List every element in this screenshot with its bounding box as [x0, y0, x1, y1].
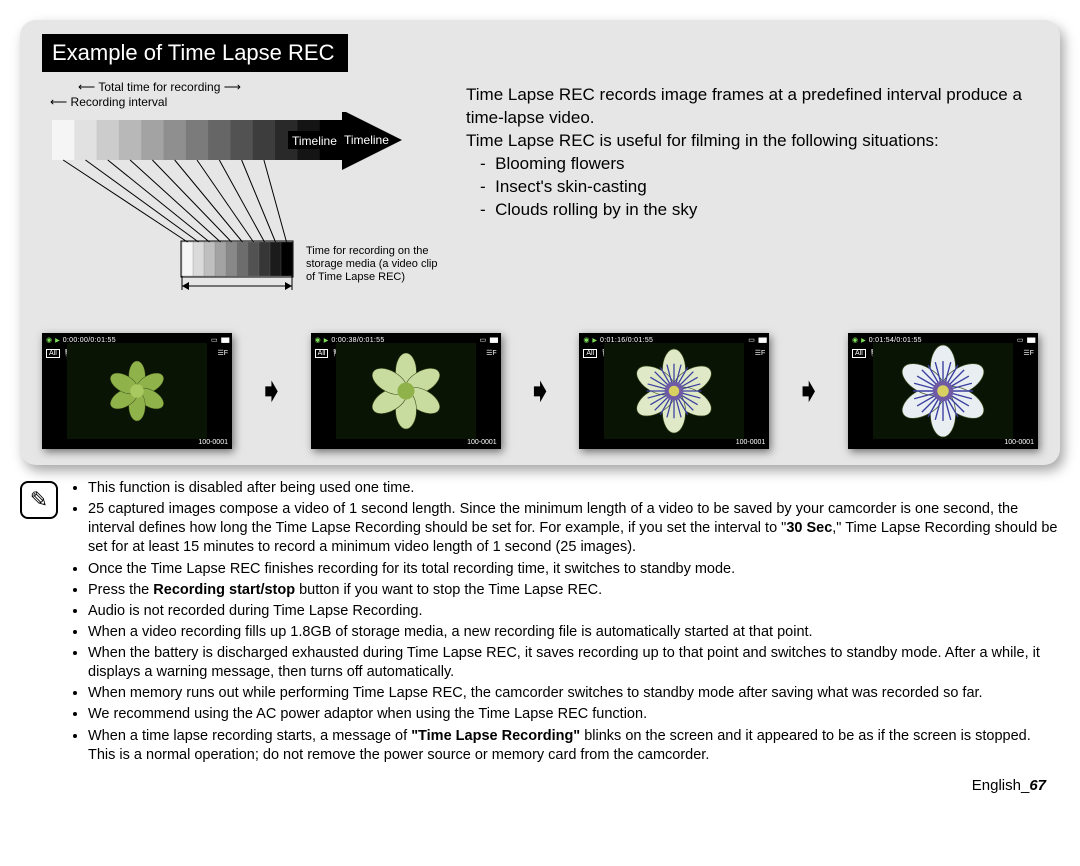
- battery-icon: ▮▮▮▮: [489, 336, 496, 344]
- badge-flag: ☰F: [217, 349, 228, 357]
- thumbnail: ◉ ▶ 0:00:00/0:01:55 ▭ ▮▮▮▮ All 🏁 ☰F: [42, 333, 232, 449]
- diagram-labels: ⟵ Total time for recording ⟶ ⟵ Recording…: [42, 80, 442, 110]
- play-icon: ▶: [324, 337, 329, 344]
- card-icon: ▭: [480, 336, 487, 344]
- notes-row: ✎ This function is disabled after being …: [20, 479, 1060, 767]
- diagram-svg: Timeline Timeline Time for recording on th…: [42, 112, 442, 312]
- thumb-id: 100-0001: [583, 439, 765, 446]
- note-bullet: This function is disabled after being us…: [88, 479, 1060, 498]
- svg-text:storage media (a video clip: storage media (a video clip: [306, 258, 437, 270]
- note-bullet: We recommend using the AC power adaptor …: [88, 705, 1060, 724]
- play-icon: ▶: [55, 337, 60, 344]
- flower-icon: [67, 343, 207, 439]
- description: Time Lapse REC records image frames at a…: [466, 80, 1038, 315]
- note-bullet: Audio is not recorded during Time Lapse …: [88, 602, 1060, 621]
- thumbnail: ◉ ▶ 0:01:16/0:01:55 ▭ ▮▮▮▮ All 🏁 ☰F: [579, 333, 769, 449]
- desc-item-1: - Insect's skin-casting: [466, 176, 1038, 199]
- card-icon: ▭: [211, 336, 218, 344]
- footer-page: 67: [1029, 777, 1046, 794]
- note-icon: ✎: [20, 481, 58, 519]
- note-bullet: When a time lapse recording starts, a me…: [88, 727, 1060, 765]
- rec-icon: ◉: [315, 336, 321, 344]
- note-bullet: 25 captured images compose a video of 1 …: [88, 500, 1060, 557]
- svg-text:of Time Lapse REC): of Time Lapse REC): [306, 271, 405, 283]
- note-bullet: Once the Time Lapse REC finishes recordi…: [88, 560, 1060, 579]
- flower-icon: [336, 343, 476, 439]
- footer-lang: English: [972, 777, 1021, 794]
- badge-flag: ☰F: [755, 349, 766, 357]
- card-icon: ▭: [1017, 336, 1024, 344]
- note-bullet: Press the Recording start/stop button if…: [88, 581, 1060, 600]
- svg-text:Timeline: Timeline: [292, 134, 337, 148]
- thumb-id: 100-0001: [852, 439, 1034, 446]
- desc-item-2: - Clouds rolling by in the sky: [466, 199, 1038, 222]
- rec-icon: ◉: [852, 336, 858, 344]
- arrow-right-icon: ➧: [257, 371, 286, 411]
- page-footer: English_67: [20, 777, 1060, 794]
- note-bullet: When the battery is discharged exhausted…: [88, 644, 1060, 682]
- desc-p1: Time Lapse REC records image frames at a…: [466, 84, 1038, 130]
- label-interval: Recording interval: [71, 95, 168, 109]
- svg-text:Timeline: Timeline: [344, 133, 389, 147]
- note-bullet: When memory runs out while performing Ti…: [88, 684, 1060, 703]
- thumbnail: ◉ ▶ 0:01:54/0:01:55 ▭ ▮▮▮▮ All 🏁 ☰F: [848, 333, 1038, 449]
- badge-flag: ☰F: [1023, 349, 1034, 357]
- play-icon: ▶: [861, 337, 866, 344]
- play-icon: ▶: [592, 337, 597, 344]
- thumb-id: 100-0001: [315, 439, 497, 446]
- thumbs-row: ◉ ▶ 0:00:00/0:01:55 ▭ ▮▮▮▮ All 🏁 ☰F: [42, 333, 1038, 449]
- desc-p2: Time Lapse REC is useful for filming in …: [466, 130, 1038, 153]
- battery-icon: ▮▮▮▮: [1027, 336, 1034, 344]
- card-icon: ▭: [748, 336, 755, 344]
- thumb-id: 100-0001: [46, 439, 228, 446]
- battery-icon: ▮▮▮▮: [221, 336, 228, 344]
- panel-top-row: ⟵ Total time for recording ⟶ ⟵ Recording…: [42, 80, 1038, 315]
- notes-bullets: This function is disabled after being us…: [68, 479, 1060, 767]
- desc-item-0: - Blooming flowers: [466, 153, 1038, 176]
- rec-icon: ◉: [583, 336, 589, 344]
- arrow-right-icon: ➧: [794, 371, 823, 411]
- timeline-diagram: ⟵ Total time for recording ⟶ ⟵ Recording…: [42, 80, 442, 315]
- arrow-right-icon: ➧: [526, 371, 555, 411]
- panel-title: Example of Time Lapse REC: [42, 34, 348, 72]
- note-bullet: When a video recording fills up 1.8GB of…: [88, 623, 1060, 642]
- rec-icon: ◉: [46, 336, 52, 344]
- example-panel: Example of Time Lapse REC ⟵ Total time f…: [20, 20, 1060, 465]
- flower-icon: [873, 343, 1013, 439]
- badge-flag: ☰F: [486, 349, 497, 357]
- flower-icon: [604, 343, 744, 439]
- thumbnail: ◉ ▶ 0:00:38/0:01:55 ▭ ▮▮▮▮ All 🏁 ☰F: [311, 333, 501, 449]
- label-total: Total time for recording: [98, 80, 220, 94]
- svg-text:Time for recording on the: Time for recording on the: [306, 245, 428, 257]
- battery-icon: ▮▮▮▮: [758, 336, 765, 344]
